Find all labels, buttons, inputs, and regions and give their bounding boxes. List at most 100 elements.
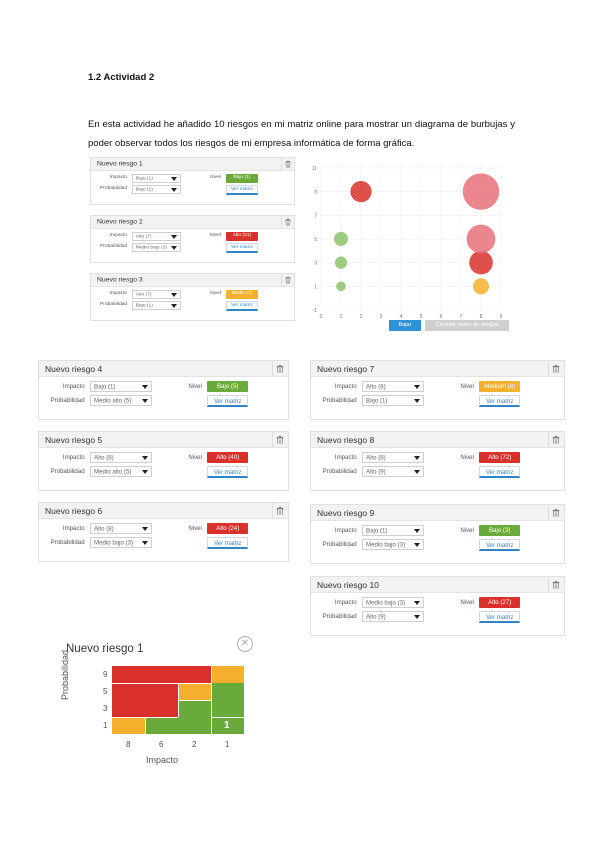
impact-value: Alto (8) (94, 454, 114, 462)
risk-title: Nuevo riesgo 1 (97, 160, 143, 168)
level-badge: Medium (8) (479, 381, 521, 393)
risk-title: Nuevo riesgo 2 (97, 218, 143, 226)
chart-primary-button[interactable]: Bajar (389, 320, 421, 331)
delete-button[interactable] (547, 505, 564, 521)
risk-title: Nuevo riesgo 7 (317, 363, 375, 374)
level-badge: Bajo (3) (479, 525, 521, 537)
matrix-row-label: 3 (103, 704, 108, 713)
view-matrix-button[interactable]: Ver matriz (207, 395, 249, 408)
y-tick-label: 7 (314, 213, 317, 219)
delete-button[interactable] (547, 361, 564, 377)
view-matrix-button[interactable]: Ver matriz (207, 466, 249, 479)
view-matrix-button[interactable]: Ver matriz (225, 243, 259, 254)
risk-card: Nuevo riesgo 10 Impacto Medio bajo (3) Prob… (310, 576, 565, 637)
view-matrix-button[interactable]: Ver matriz (479, 539, 521, 552)
probability-value: Bajo (1) (135, 303, 153, 309)
level-label: Nivel (188, 383, 202, 391)
close-icon[interactable]: ✕ (237, 636, 253, 652)
probability-select[interactable]: Alto (9) (362, 611, 425, 623)
probability-select[interactable]: Medio alto (5) (90, 466, 153, 478)
trash-icon (552, 364, 560, 373)
probability-select[interactable]: Bajo (1) (362, 395, 425, 407)
matrix-divider (145, 717, 146, 734)
probability-select[interactable]: Medio bajo (3) (90, 537, 153, 549)
y-tick-label: 9 (314, 190, 317, 196)
impact-label: Impacto (62, 454, 85, 462)
chevron-down-icon (142, 384, 149, 389)
risk-card: Nuevo riesgo 7 Impacto Alto (8) Probabilida… (310, 360, 565, 421)
probability-value: Medio alto (5) (94, 397, 132, 405)
matrix-cell (178, 683, 211, 700)
level-label: Nivel (460, 454, 474, 462)
matrix-divider (211, 683, 212, 734)
view-matrix-button[interactable]: Ver matriz (479, 395, 521, 408)
probability-select[interactable]: Medio bajo (3) (131, 243, 182, 253)
impact-select[interactable]: Alto (8) (90, 523, 153, 535)
trash-icon (552, 580, 560, 589)
risk-card: Nuevo riesgo 9 Impacto Bajo (1) Probabilida… (310, 504, 565, 565)
x-tick-label: 9 (500, 314, 503, 320)
impact-select[interactable]: Alto (8) (362, 381, 425, 393)
chevron-down-icon (414, 469, 421, 474)
impact-select[interactable]: Bajo (1) (90, 381, 153, 393)
risk-card-header: Nuevo riesgo 8 (311, 432, 564, 449)
chevron-down-icon (414, 542, 421, 547)
impact-label: Impacto (62, 383, 85, 391)
risk-card-header: Nuevo riesgo 4 (39, 361, 288, 378)
delete-button[interactable] (280, 216, 294, 229)
probability-select[interactable]: Bajo (1) (131, 301, 182, 311)
probability-label: Probabilidad (99, 244, 128, 250)
level-badge: Alto (40) (207, 452, 249, 464)
view-matrix-button[interactable]: Ver matriz (479, 466, 521, 479)
level-badge: Alto (72) (479, 452, 521, 464)
impact-select[interactable]: Bajo (1) (362, 525, 425, 537)
matrix-cell (112, 700, 145, 717)
bubble-point (350, 180, 372, 203)
impact-select[interactable]: Medio bajo (3) (362, 597, 425, 609)
view-matrix-button[interactable]: Ver matriz (479, 611, 521, 624)
matrix-cell (178, 717, 211, 734)
delete-button[interactable] (271, 503, 288, 519)
risk-title: Nuevo riesgo 4 (45, 363, 103, 374)
y-tick-label: 11 (312, 166, 317, 172)
delete-button[interactable] (271, 361, 288, 377)
view-matrix-button[interactable]: Ver matriz (207, 537, 249, 550)
impact-select[interactable]: Bajo (1) (131, 174, 182, 184)
delete-button[interactable] (280, 158, 294, 171)
delete-button[interactable] (547, 432, 564, 448)
matrix-col-label: 2 (192, 740, 197, 749)
delete-button[interactable] (280, 274, 294, 287)
trash-icon (285, 218, 291, 226)
trash-icon (276, 364, 284, 373)
view-matrix-button[interactable]: Ver matriz (225, 185, 259, 196)
probability-select[interactable]: Alto (9) (362, 466, 425, 478)
risk-card: Nuevo riesgo 1 Impacto Bajo (1) Probabilida… (90, 157, 295, 206)
probability-select[interactable]: Medio alto (5) (90, 395, 153, 407)
probability-label: Probabilidad (322, 397, 357, 404)
trash-icon (276, 506, 284, 515)
chevron-down-icon (142, 398, 149, 403)
chart-secondary-button[interactable]: Cambiar orden de riesgos (425, 320, 509, 331)
impact-select[interactable]: Alto (7) (131, 290, 182, 300)
probability-label: Probabilidad (322, 468, 357, 475)
probability-value: Alto (9) (366, 613, 386, 621)
bubble-point (334, 256, 348, 269)
delete-button[interactable] (271, 432, 288, 448)
probability-label: Probabilidad (322, 613, 357, 620)
impact-select[interactable]: Alto (7) (131, 232, 182, 242)
impact-select[interactable]: Alto (8) (90, 452, 153, 464)
matrix-cell (178, 666, 211, 683)
matrix-cell (211, 683, 244, 700)
impact-label: Impacto (334, 383, 357, 391)
matrix-title: Nuevo riesgo 1 (66, 643, 144, 655)
chevron-down-icon (171, 176, 178, 181)
probability-select[interactable]: Medio bajo (3) (362, 539, 425, 551)
impact-select[interactable]: Alto (8) (362, 452, 425, 464)
probability-select[interactable]: Bajo (1) (131, 185, 182, 195)
view-matrix-button[interactable]: Ver matriz (225, 301, 259, 312)
matrix-cell (211, 717, 244, 734)
level-label: Nivel (460, 383, 474, 391)
risk-card: Nuevo riesgo 4 Impacto Bajo (1) Probabilida… (38, 360, 289, 421)
x-tick-label: 6 (440, 314, 443, 320)
delete-button[interactable] (547, 577, 564, 593)
